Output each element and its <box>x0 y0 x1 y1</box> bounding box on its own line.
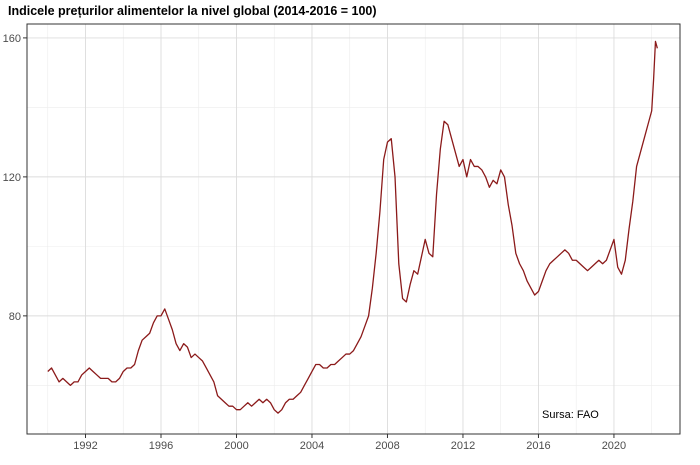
x-tick-label: 2004 <box>300 440 324 452</box>
y-tick-label: 120 <box>3 172 21 184</box>
y-tick-label: 80 <box>9 311 21 323</box>
x-tick-label: 2016 <box>526 440 550 452</box>
tick-labels: 1992 1996 2000 2004 2008 2012 2016 2020 80 120 160 <box>3 33 627 452</box>
series-line <box>47 40 658 414</box>
plot-area <box>47 40 658 414</box>
panel-border <box>26 23 681 435</box>
grid <box>27 24 680 434</box>
y-tick-label: 160 <box>3 33 21 45</box>
x-tick-label: 2012 <box>451 440 475 452</box>
x-tick-label: 2020 <box>602 440 626 452</box>
x-tick-label: 1996 <box>149 440 173 452</box>
x-tick-label: 1992 <box>73 440 97 452</box>
chart-title: Indicele prețurilor alimentelor la nivel… <box>8 4 377 18</box>
x-tick-label: 2000 <box>224 440 248 452</box>
axes <box>23 23 681 438</box>
x-tick-label: 2008 <box>375 440 399 452</box>
source-annotation: Sursa: FAO <box>542 409 599 421</box>
